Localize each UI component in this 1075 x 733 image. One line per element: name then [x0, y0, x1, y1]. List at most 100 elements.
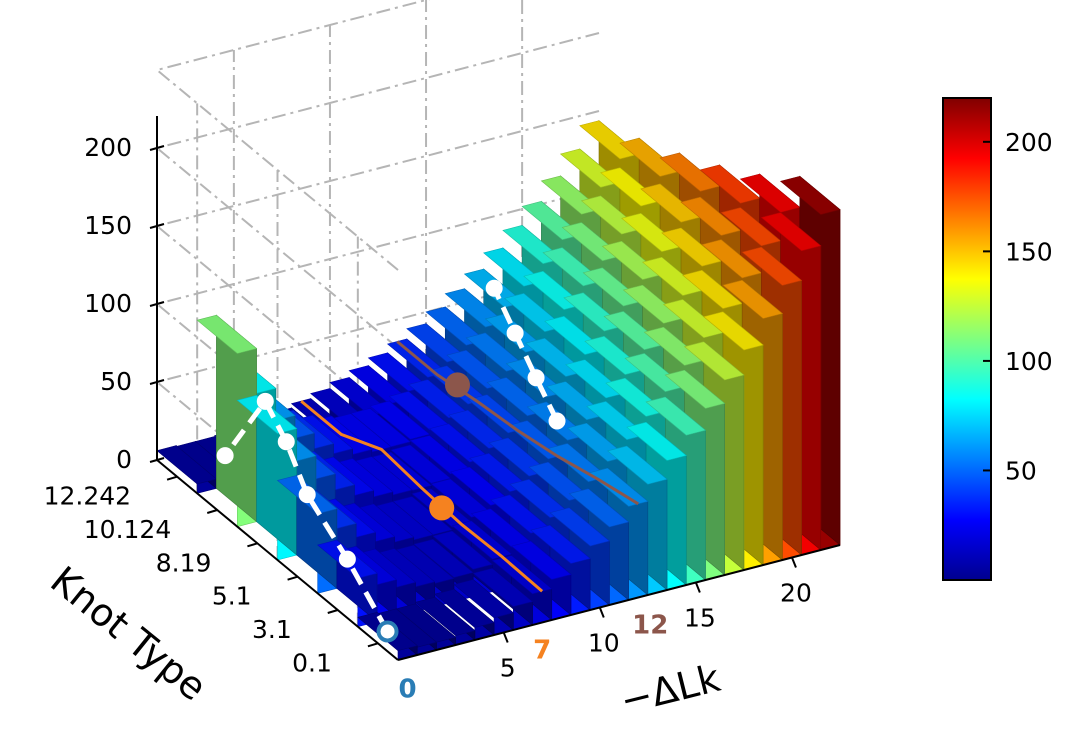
bar-top: [699, 164, 761, 204]
bar-top: [414, 596, 476, 636]
bar-top: [760, 212, 822, 252]
bar-top: [472, 567, 534, 607]
colorbar-tick-label: 200: [1005, 128, 1053, 157]
x-highlight-tick-label: 12: [632, 611, 668, 641]
bar-top: [561, 222, 623, 262]
z-tick-mark: [149, 379, 165, 385]
bar-top: [582, 267, 644, 307]
bar-top: [683, 341, 745, 381]
x-axis: [397, 544, 841, 661]
bar-top: [619, 137, 680, 177]
series-point: [506, 324, 524, 342]
bar-top: [722, 279, 783, 319]
bar-top: [682, 269, 743, 309]
series-point: [338, 550, 356, 568]
bar-top: [624, 353, 686, 392]
bar-top: [622, 284, 684, 324]
bar-top: [779, 175, 841, 215]
x-tick-mark: [502, 632, 509, 643]
bar-top: [580, 195, 642, 235]
z-tick-label: 0: [116, 445, 132, 474]
guide-line: [396, 340, 640, 506]
x-highlight-tick-label: 7: [533, 636, 551, 666]
y-tick-mark: [166, 475, 178, 481]
colorbar-tick-label: 100: [1005, 347, 1053, 376]
x-axis-line: [397, 544, 841, 661]
x-tick-mark: [598, 607, 605, 618]
series-point: [376, 620, 399, 643]
colorbar: [942, 97, 992, 581]
y-tick-mark: [287, 575, 298, 581]
x-highlight-tick-label: 0: [399, 675, 417, 705]
bar-top: [510, 540, 572, 580]
bar-top: [720, 207, 782, 247]
y-tick-label: 8.19: [156, 548, 212, 577]
bar-top: [703, 311, 764, 351]
bar-top: [605, 377, 666, 417]
y-axis-line: [156, 459, 399, 661]
y-tick-mark: [367, 642, 379, 648]
y-tick-label: 3.1: [252, 615, 292, 644]
z-tick-mark: [149, 301, 165, 307]
series-line: [223, 396, 390, 633]
y-tick-label: 5.1: [212, 582, 252, 611]
x-tick-label: 10: [588, 629, 620, 658]
bar-top: [603, 311, 665, 351]
y-tick-label: 10.124: [84, 515, 171, 544]
bar-top: [434, 588, 495, 628]
bar-top: [659, 152, 721, 192]
z-tick-label: 100: [84, 289, 132, 318]
bar-top: [701, 239, 763, 279]
guide-line: [300, 399, 544, 593]
z-tick-label: 150: [84, 211, 132, 240]
series-point: [298, 486, 316, 504]
bar-top: [236, 394, 298, 434]
bar-top: [549, 507, 611, 547]
bar-top: [563, 292, 625, 332]
bar-top: [739, 173, 801, 213]
bar-top: [584, 335, 646, 375]
bar-top: [587, 467, 649, 507]
y-tick-mark: [327, 609, 339, 614]
colorbar-gradient: [942, 97, 992, 581]
bar-top: [664, 369, 726, 409]
colorbar-ticks: 50 100 150 200: [983, 128, 1053, 485]
highlight-point: [444, 372, 470, 398]
z-tick-label: 200: [84, 133, 132, 162]
x-tick-mark: [791, 557, 797, 568]
x-tick-label: 5: [500, 654, 516, 683]
bar-top: [621, 212, 682, 252]
bar-top: [196, 314, 258, 354]
grid-line: [154, 0, 431, 271]
bar-top: [600, 167, 661, 207]
colorbar-tick-label: 150: [1005, 237, 1053, 266]
y-tick-mark: [206, 509, 218, 514]
bar-top: [601, 240, 663, 280]
bar-top: [559, 148, 621, 188]
y-ticks: 0.13.15.18.19 10.124 12.242: [44, 475, 379, 677]
z-tick-mark: [149, 145, 165, 151]
bar-top: [568, 488, 630, 528]
z-tick-mark: [149, 223, 165, 229]
x-axis-title: −ΔLk: [616, 656, 725, 723]
bar-top: [390, 444, 452, 484]
bar-top: [661, 227, 722, 267]
bars: [156, 120, 841, 661]
y-tick-label: 12.242: [44, 482, 131, 511]
bar-top: [413, 538, 474, 578]
bar-top: [626, 421, 687, 461]
y-axis-title: Knot Type: [42, 558, 215, 710]
bar-top: [369, 400, 431, 440]
z-tick-label: 50: [100, 367, 132, 396]
highlight-point: [429, 495, 455, 521]
bar-top: [741, 246, 803, 286]
bar-top: [607, 445, 668, 485]
series-point: [548, 412, 566, 430]
series-point: [277, 433, 295, 451]
bar-top: [579, 120, 640, 160]
colorbar-tick-label: 50: [1005, 456, 1037, 485]
bar-top: [641, 256, 703, 296]
series-point: [485, 279, 503, 297]
bar-top: [643, 326, 705, 366]
